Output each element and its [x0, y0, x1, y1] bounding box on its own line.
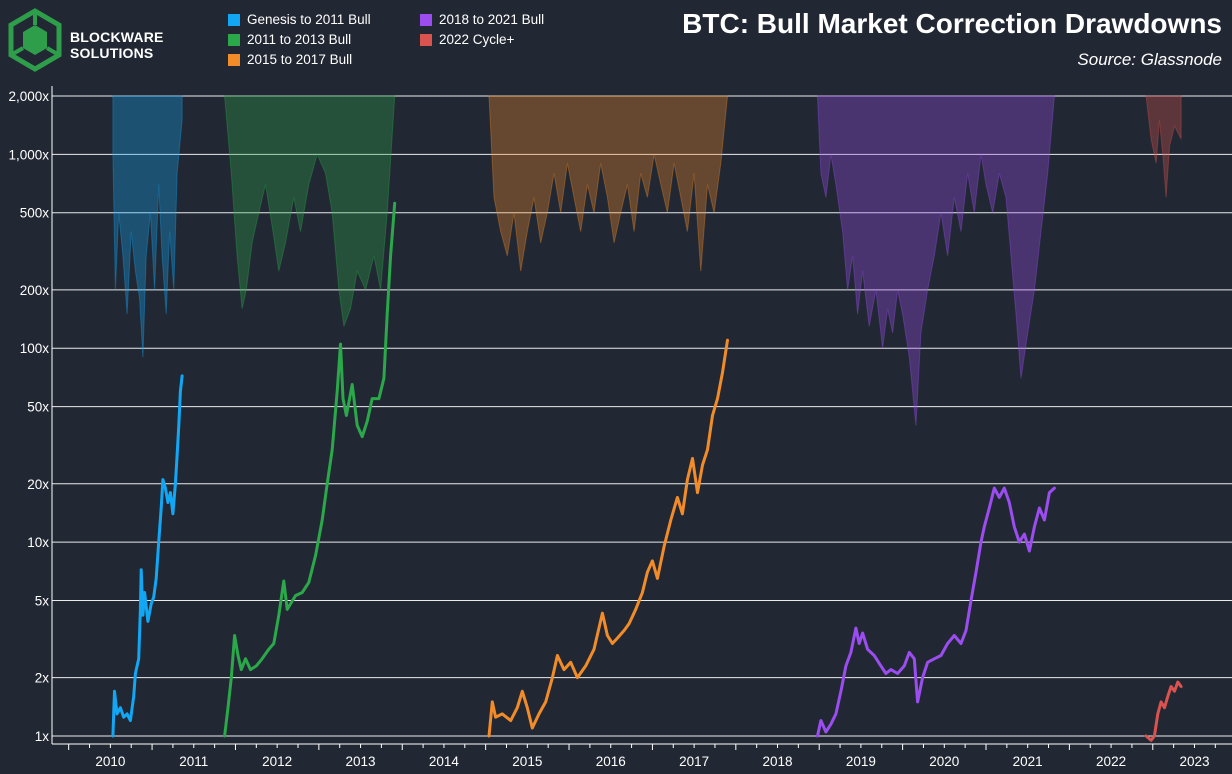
x-tick-label: 2014	[429, 754, 460, 769]
series-line	[223, 201, 397, 738]
drawdown-area	[224, 95, 396, 327]
x-tick-label: 2022	[1096, 754, 1126, 769]
x-tick-label: 2018	[762, 754, 792, 769]
legend-label: 2018 to 2021 Bull	[439, 12, 545, 27]
brand-line-2: SOLUTIONS	[70, 45, 154, 61]
y-tick-label: 500x	[20, 206, 50, 221]
x-tick-label: 2023	[1179, 754, 1209, 769]
drawdown-area	[816, 95, 1055, 426]
legend-swatch	[228, 13, 240, 26]
x-tick-label: 2016	[596, 754, 626, 769]
legend-item: 2018 to 2021 Bull	[420, 12, 544, 27]
x-tick-label: 2013	[346, 754, 376, 769]
y-tick-label: 1,000x	[8, 147, 49, 162]
legend-item: 2011 to 2013 Bull	[228, 32, 351, 47]
y-tick-label: 10x	[27, 535, 49, 550]
x-tick-label: 2010	[95, 754, 125, 769]
chart-title: BTC: Bull Market Correction Drawdowns	[682, 8, 1222, 39]
blockware-cube-logo-icon	[8, 8, 62, 72]
x-tick-label: 2011	[179, 754, 208, 769]
chart-legend: Genesis to 2011 Bull 2011 to 2013 Bull 2…	[228, 12, 588, 72]
legend-swatch	[420, 33, 432, 46]
x-tick-label: 2020	[929, 754, 959, 769]
chart-source: Source: Glassnode	[1077, 50, 1222, 69]
legend-swatch	[420, 13, 432, 26]
drawdown-area	[1145, 95, 1182, 198]
legend-label: 2011 to 2013 Bull	[247, 32, 352, 47]
series-line	[111, 374, 184, 738]
x-tick-label: 2021	[1013, 754, 1043, 769]
y-tick-label: 200x	[20, 283, 50, 298]
legend-item: 2022 Cycle+	[420, 32, 514, 47]
series-lines	[111, 201, 1183, 742]
x-tick-label: 2017	[679, 754, 709, 769]
x-tick-label: 2012	[262, 754, 292, 769]
drawdown-areas	[112, 95, 1182, 426]
legend-swatch	[228, 53, 240, 66]
legend-label: Genesis to 2011 Bull	[247, 12, 371, 27]
legend-item: Genesis to 2011 Bull	[228, 12, 371, 27]
gridlines	[52, 95, 1232, 737]
y-tick-label: 50x	[27, 400, 49, 415]
y-tick-label: 100x	[20, 341, 50, 356]
axes: 1x 2x 5x 10x 20x 50x 100x 200x 500x 1,000x 2,000x 2…	[8, 86, 1232, 769]
x-tick-label: 2019	[846, 754, 876, 769]
y-tick-label: 20x	[27, 477, 49, 492]
legend-swatch	[228, 33, 240, 46]
series-line	[1144, 680, 1183, 742]
series-line	[816, 486, 1056, 738]
drawdown-area	[112, 95, 183, 358]
x-tick-label: 2015	[512, 754, 542, 769]
legend-label: 2015 to 2017 Bull	[247, 52, 353, 67]
drawdown-area	[488, 95, 729, 272]
brand-name: BLOCKWARE SOLUTIONS	[70, 29, 164, 61]
y-tick-label: 5x	[35, 593, 50, 608]
legend-label: 2022 Cycle+	[439, 32, 515, 47]
y-tick-label: 2,000x	[8, 89, 49, 104]
legend-item: 2015 to 2017 Bull	[228, 52, 352, 67]
brand-logo: BLOCKWARE SOLUTIONS	[6, 8, 163, 74]
y-tick-label: 2x	[35, 671, 50, 686]
series-line	[487, 338, 729, 738]
y-tick-label: 1x	[35, 729, 50, 744]
brand-line-1: BLOCKWARE	[70, 29, 164, 45]
